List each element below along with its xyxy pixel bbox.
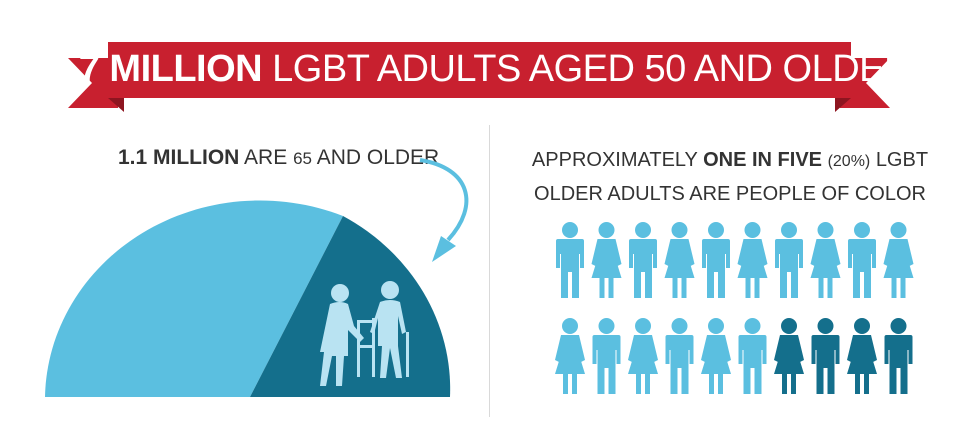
left-caption-end: AND OLDER	[316, 146, 440, 169]
person-female-icon	[591, 222, 622, 298]
banner-body	[108, 42, 851, 98]
person-female-icon	[664, 222, 695, 298]
right-caption-line2: OLDER ADULTS ARE PEOPLE OF COLOR	[534, 183, 926, 205]
person-female-icon	[555, 318, 585, 394]
person-male-icon	[592, 318, 621, 394]
right-caption-bold: ONE IN FIVE	[703, 149, 822, 171]
right-caption-start: APPROXIMATELY	[531, 149, 698, 171]
semicircle-dark-segment	[250, 216, 451, 397]
person-male-icon	[556, 222, 584, 298]
right-caption-end: LGBT	[875, 149, 929, 171]
person-of-color-female-icon	[774, 318, 804, 394]
left-caption-num: 65	[293, 149, 312, 168]
banner-left-fold	[108, 98, 124, 112]
banner-right-tail	[840, 58, 890, 108]
left-caption-mid: ARE	[244, 146, 288, 169]
person-male-icon	[848, 222, 876, 298]
semicircle-light-segment	[45, 200, 343, 397]
person-male-icon	[775, 222, 803, 298]
person-male-icon	[738, 318, 767, 394]
right-caption-pct: (20%)	[827, 153, 871, 170]
left-caption-bold: 1.1 MILLION	[118, 146, 240, 169]
panel-divider	[489, 125, 490, 417]
curved-arrow-icon	[419, 158, 469, 242]
person-male-icon	[629, 222, 657, 298]
banner-left-tail	[68, 58, 118, 108]
page-title: 2.7 MILLION LGBT ADULTS AGED 50 AND OLDE…	[0, 47, 959, 91]
person-female-icon	[737, 222, 768, 298]
person-female-icon	[883, 222, 914, 298]
elderly-couple-with-walker-icon	[320, 281, 409, 386]
title-banner	[68, 42, 890, 112]
banner-right-fold	[835, 98, 851, 112]
right-caption: APPROXIMATELY ONE IN FIVE (20%) LGBT OLD…	[505, 144, 955, 210]
person-female-icon	[701, 318, 731, 394]
person-of-color-male-icon	[811, 318, 840, 394]
title-rest: LGBT ADULTS AGED 50 AND OLDER	[272, 48, 911, 90]
person-of-color-female-icon	[847, 318, 877, 394]
person-male-icon	[665, 318, 694, 394]
title-bold: 2.7 MILLION	[48, 48, 263, 90]
person-of-color-male-icon	[884, 318, 913, 394]
person-female-icon	[628, 318, 658, 394]
left-caption: 1.1 MILLION ARE 65 AND OLDER	[118, 146, 439, 170]
right-caption-line1: APPROXIMATELY ONE IN FIVE (20%) LGBT	[505, 144, 955, 178]
arrow-head	[432, 236, 456, 262]
person-male-icon	[702, 222, 730, 298]
person-female-icon	[810, 222, 841, 298]
